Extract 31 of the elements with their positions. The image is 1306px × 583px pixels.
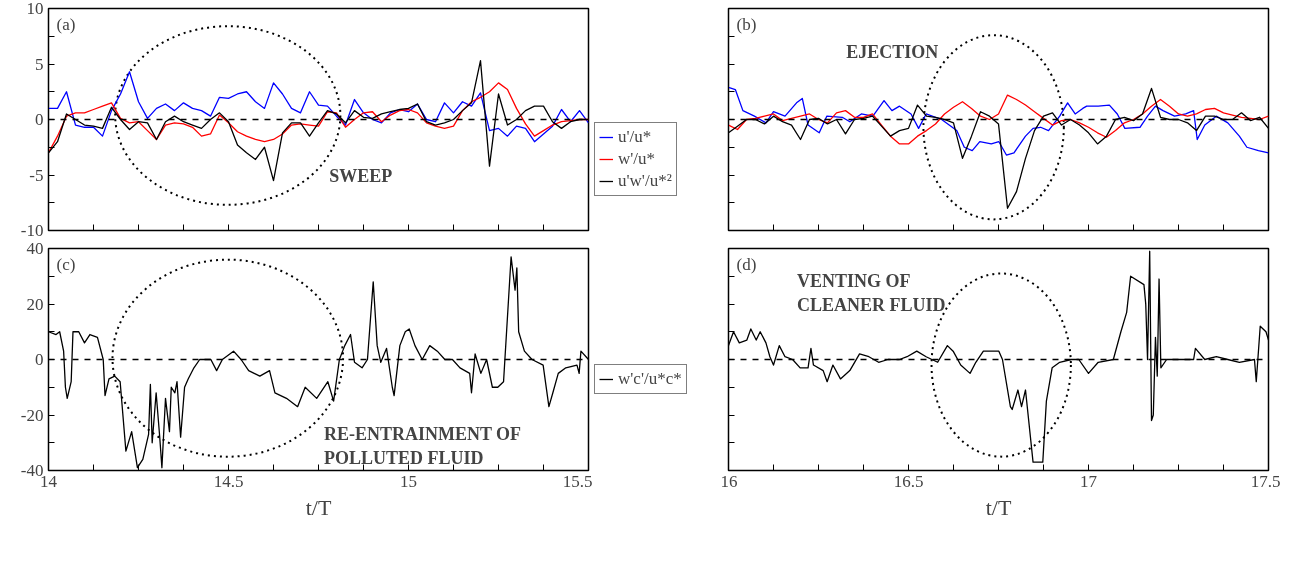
x-tick-label: 17 xyxy=(1080,471,1098,491)
annotation: VENTING OF CLEANER FLUID xyxy=(797,270,946,315)
annotation: RE-ENTRAINMENT OF POLLUTED FLUID xyxy=(323,423,522,468)
x-tick-label: 16.5 xyxy=(893,471,924,491)
line-series xyxy=(48,71,589,143)
x-tick-label: 16 xyxy=(720,471,738,491)
annotation: (c) xyxy=(56,255,76,275)
x-axis-title: t/T xyxy=(985,494,1012,520)
legend-label: u'/u* xyxy=(618,127,652,147)
legend-label: u'w'/u*² xyxy=(618,171,672,191)
annotation: (a) xyxy=(56,15,76,35)
y-tick-label: -20 xyxy=(20,405,44,425)
x-tick-label: 14.5 xyxy=(213,471,244,491)
x-tick-label: 15 xyxy=(400,471,417,491)
annotation: (b) xyxy=(736,15,757,35)
x-tick-label: 15.5 xyxy=(562,471,593,491)
annotation: EJECTION xyxy=(846,41,939,62)
annotation: SWEEP xyxy=(329,166,393,187)
legend-label: w'/u* xyxy=(618,149,656,169)
y-tick-label: -10 xyxy=(20,221,44,240)
y-tick-label: 5 xyxy=(35,54,44,74)
y-tick-label: 20 xyxy=(26,294,44,314)
y-tick-label: 0 xyxy=(35,350,44,369)
y-tick-label: -5 xyxy=(29,165,44,185)
legend-label: w'c'/u*c* xyxy=(618,369,682,389)
x-axis-title: t/T xyxy=(305,494,332,520)
annotation: (d) xyxy=(736,255,757,275)
x-tick-label: 17.5 xyxy=(1250,471,1281,491)
y-tick-label: 40 xyxy=(26,239,44,258)
y-tick-label: 0 xyxy=(35,110,44,129)
y-tick-label: 10 xyxy=(26,0,44,18)
